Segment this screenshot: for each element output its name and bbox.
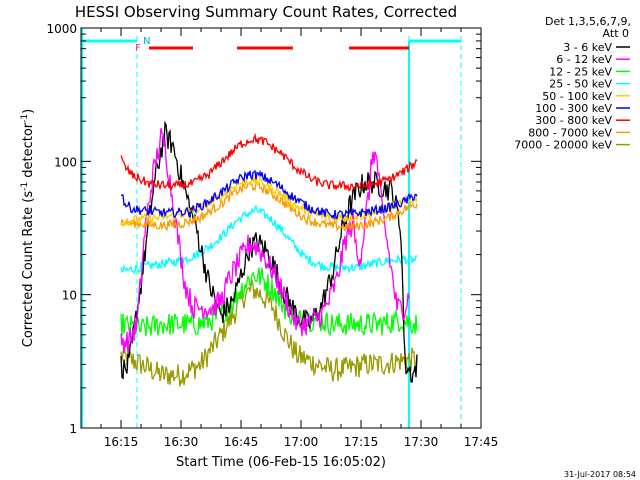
x-tick-label-5: 17:30 bbox=[404, 435, 439, 449]
y-axis: 1 10 100 1000 bbox=[46, 22, 481, 436]
legend-label-8: 7000 - 20000 keV bbox=[514, 139, 612, 152]
legend-label-4: 50 - 100 keV bbox=[542, 90, 612, 103]
series-line-2 bbox=[120, 267, 418, 337]
legend-label-2: 12 - 25 keV bbox=[549, 65, 612, 78]
legend-header-attenuator: Att 0 bbox=[603, 27, 629, 40]
y-tick-label-1: 10 bbox=[62, 289, 77, 303]
legend-label-0: 3 - 6 keV bbox=[563, 41, 612, 54]
series-line-7 bbox=[120, 180, 418, 233]
legend-label-1: 6 - 12 keV bbox=[556, 53, 612, 66]
series-layer bbox=[120, 120, 418, 387]
chart-title: HESSI Observing Summary Count Rates, Cor… bbox=[75, 3, 457, 21]
y-tick-label-3: 1000 bbox=[46, 22, 77, 36]
x-tick-label-0: 16:15 bbox=[104, 435, 139, 449]
x-tick-label-4: 17:15 bbox=[344, 435, 379, 449]
legend-label-3: 25 - 50 keV bbox=[549, 78, 612, 91]
x-tick-label-2: 16:45 bbox=[224, 435, 259, 449]
flare-flag-label: F bbox=[135, 43, 141, 54]
y-axis-label: Corrected Count Rate (s-1 detector-1) bbox=[20, 109, 36, 347]
legend-header-detectors: Det 1,3,5,6,7,9, bbox=[545, 15, 631, 28]
y-axis-label-main: Corrected Count Rate (s bbox=[21, 191, 36, 348]
series-line-8 bbox=[120, 279, 418, 387]
footer-date: 31-Jul-2017 08:54 bbox=[564, 470, 636, 479]
x-tick-label-3: 17:00 bbox=[284, 435, 319, 449]
y-axis-label-exp1: -1 bbox=[20, 182, 30, 191]
series-line-6 bbox=[120, 132, 418, 192]
legend-label-7: 800 - 7000 keV bbox=[528, 126, 612, 139]
x-axis: 16:15 16:30 16:45 17:00 17:15 17:30 17:45 bbox=[80, 28, 499, 449]
series-line-1 bbox=[120, 127, 410, 353]
y-axis-label-mid: detector bbox=[21, 122, 36, 182]
series-line-5 bbox=[120, 169, 418, 221]
x-tick-label-6: 17:45 bbox=[464, 435, 499, 449]
y-axis-label-end: ) bbox=[21, 109, 36, 114]
legend-label-6: 300 - 800 keV bbox=[535, 114, 612, 127]
y-tick-label-0: 1 bbox=[69, 422, 77, 436]
y-axis-label-exp2: -1 bbox=[20, 114, 30, 123]
x-tick-label-1: 16:30 bbox=[164, 435, 199, 449]
night-flag-label: N bbox=[143, 36, 150, 47]
flag-bars: NF bbox=[81, 28, 462, 428]
series-line-3 bbox=[120, 204, 418, 275]
series-line-4 bbox=[120, 174, 418, 228]
y-tick-label-2: 100 bbox=[54, 155, 77, 169]
x-axis-label: Start Time (06-Feb-15 16:05:02) bbox=[176, 455, 386, 470]
legend-label-5: 100 - 300 keV bbox=[535, 102, 612, 115]
